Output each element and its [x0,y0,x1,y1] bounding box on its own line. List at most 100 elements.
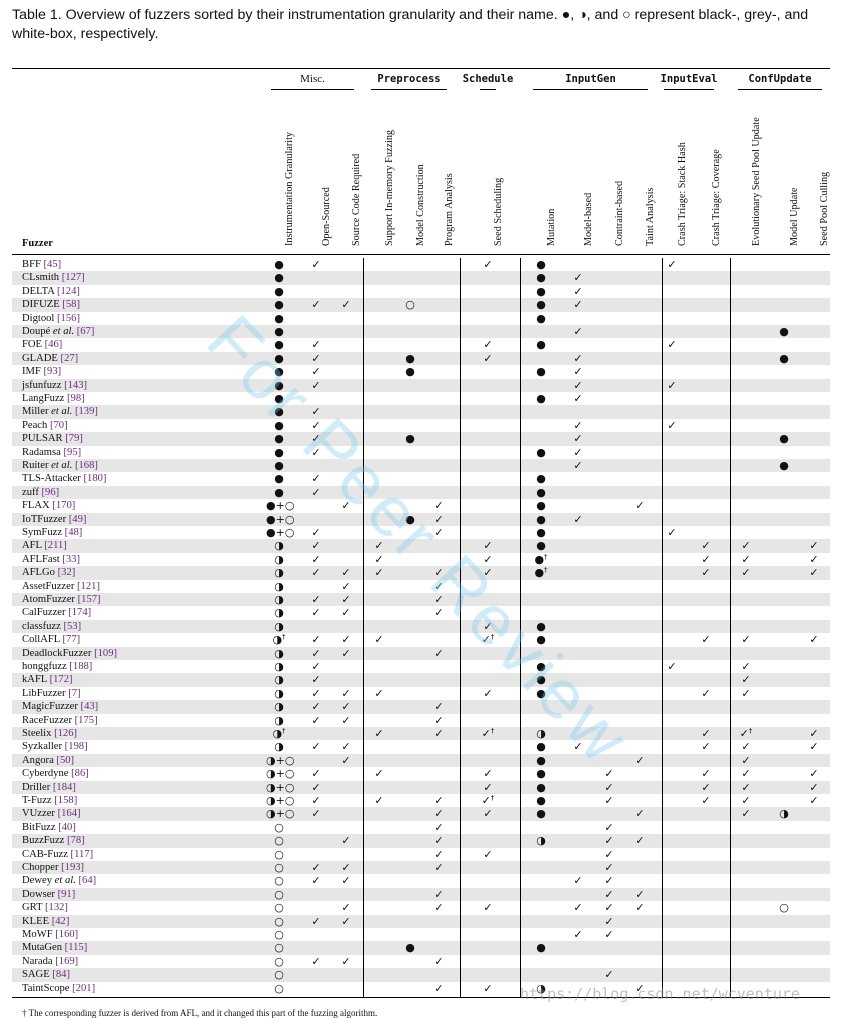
table-cell: ✓ [573,432,583,446]
table-cell: ✓ [701,740,711,754]
citation-link[interactable]: [157] [74,594,101,605]
table-cell: ✓ [667,258,677,271]
citation-link[interactable]: [67] [74,326,95,337]
table-cell: ✓ [604,914,614,928]
citation-link[interactable]: [175] [72,714,98,726]
fuzzer-name: TaintScope [201] [22,982,95,995]
citation-link[interactable]: [126] [51,728,78,739]
citation-link[interactable]: [139] [72,406,98,418]
table-cell: ◑ [274,713,284,727]
table-cell: ✓ [434,954,444,968]
table-cell: ● [274,271,284,285]
table-row: Miller et al. [139] ● ✓ [12,405,830,419]
table-cell: ✓ [573,928,583,941]
citation-link[interactable]: [174] [65,607,92,619]
table-cell: ○ [274,968,284,982]
citation-link[interactable]: [7] [65,687,81,699]
citation-link[interactable]: [170] [49,500,76,512]
citation-link[interactable]: [198] [62,741,88,753]
citation-link[interactable]: [115] [62,942,88,954]
citation-link[interactable]: [58] [59,299,80,311]
table-cell: ● [274,405,284,419]
table-cell: ○ [405,298,415,312]
citation-link[interactable]: [124] [54,285,80,297]
citation-link[interactable]: [164] [54,808,81,820]
citation-link[interactable]: [27] [57,352,79,364]
citation-link[interactable]: [70] [47,419,68,431]
citation-link[interactable]: [84] [49,969,70,981]
citation-link[interactable]: [40] [55,821,76,833]
citation-link[interactable]: [156] [54,312,80,324]
table-cell: ✓ [573,512,583,526]
table-cell: ✓ [374,539,384,553]
citation-link[interactable]: [168] [72,460,98,471]
citation-link[interactable]: [160] [52,929,79,940]
citation-link[interactable]: [143] [61,379,88,391]
table-cell: ○ [274,928,284,941]
citation-link[interactable]: [42] [49,915,70,927]
citation-link[interactable]: [96] [38,486,60,498]
fuzzer-name: T-Fuzz [158] [22,794,77,807]
table-cell: ✓ [341,686,351,700]
table-cell: ✓ [341,499,351,513]
citation-link[interactable]: [184] [50,781,76,793]
column-header-model-based: Model-based [583,192,594,246]
group-underline [664,89,714,90]
table-row: DeadlockFuzzer [109] ◑ ✓ ✓ ✓ [12,646,830,660]
citation-link[interactable]: [46] [42,339,63,351]
citation-link[interactable]: [43] [77,701,99,713]
citation-link[interactable]: [172] [46,674,73,686]
citation-link[interactable]: [180] [80,473,107,485]
citation-link[interactable]: [158] [51,795,78,806]
citation-link[interactable]: [109] [91,647,118,659]
citation-link[interactable]: [78] [64,835,85,847]
citation-link[interactable]: [201] [69,982,96,994]
citation-link[interactable]: [32] [54,567,76,579]
citation-link[interactable]: [77] [59,634,81,646]
citation-link[interactable]: [93] [40,366,62,378]
citation-link[interactable]: [98] [64,393,85,404]
group-underline [371,89,447,90]
citation-link[interactable]: [132] [42,902,68,914]
table-row: Angora [50] ◑+○ ✓ ● ✓ ✓ [12,753,830,768]
citation-link[interactable]: [127] [59,272,85,284]
table-row: Radamsa [95] ● ✓ ● ✓ [12,446,830,459]
table-cell: ✓ [809,633,819,647]
table-row: BitFuzz [40] ○ ✓ ✓ [12,821,830,834]
table-cell: ✓ [483,767,493,781]
fuzzer-name: zuff [96] [22,486,59,499]
citation-link[interactable]: [79] [62,433,83,445]
table-cell: ✓ [341,579,351,593]
column-header-taint-analysis: Taint Analysis [645,187,656,246]
table-row: LangFuzz [98] ● ● ✓ [12,392,830,405]
table-cell: ✓ [667,660,677,673]
fuzzer-name: GRT [132] [22,901,68,914]
column-separator [730,258,731,997]
citation-link[interactable]: [48] [62,527,83,538]
citation-link[interactable]: [64] [75,875,97,887]
table-cell: ✓ [604,861,614,874]
table-cell: ● [536,619,546,633]
table-cell: ✓ [809,552,819,566]
table-cell: ● [536,485,546,499]
fuzzer-name-text: zuff [22,486,39,498]
table-cell: ○ [274,874,284,888]
citation-link[interactable]: [95] [60,446,82,458]
citation-link[interactable]: [91] [54,888,76,900]
citation-link[interactable]: [53] [60,620,82,632]
citation-link[interactable]: [33] [59,553,80,565]
citation-link[interactable]: [121] [74,580,100,592]
fuzzer-name-text: KLEE [22,915,50,927]
table-cell: ◑† [272,633,286,647]
citation-link[interactable]: [49] [66,513,87,525]
citation-link[interactable]: [211] [41,540,67,552]
citation-link[interactable]: [50] [53,754,75,766]
table-row: Dowser [91] ○ ✓ ✓ ✓ [12,887,830,902]
table-cell: ✓ [741,552,751,566]
citation-link[interactable]: [86] [68,768,89,780]
citation-link[interactable]: [45] [40,259,62,270]
citation-link[interactable]: [188] [66,661,93,672]
citation-link[interactable]: [193] [58,862,85,873]
citation-link[interactable]: [117] [67,848,94,860]
citation-link[interactable]: [169] [52,955,79,967]
